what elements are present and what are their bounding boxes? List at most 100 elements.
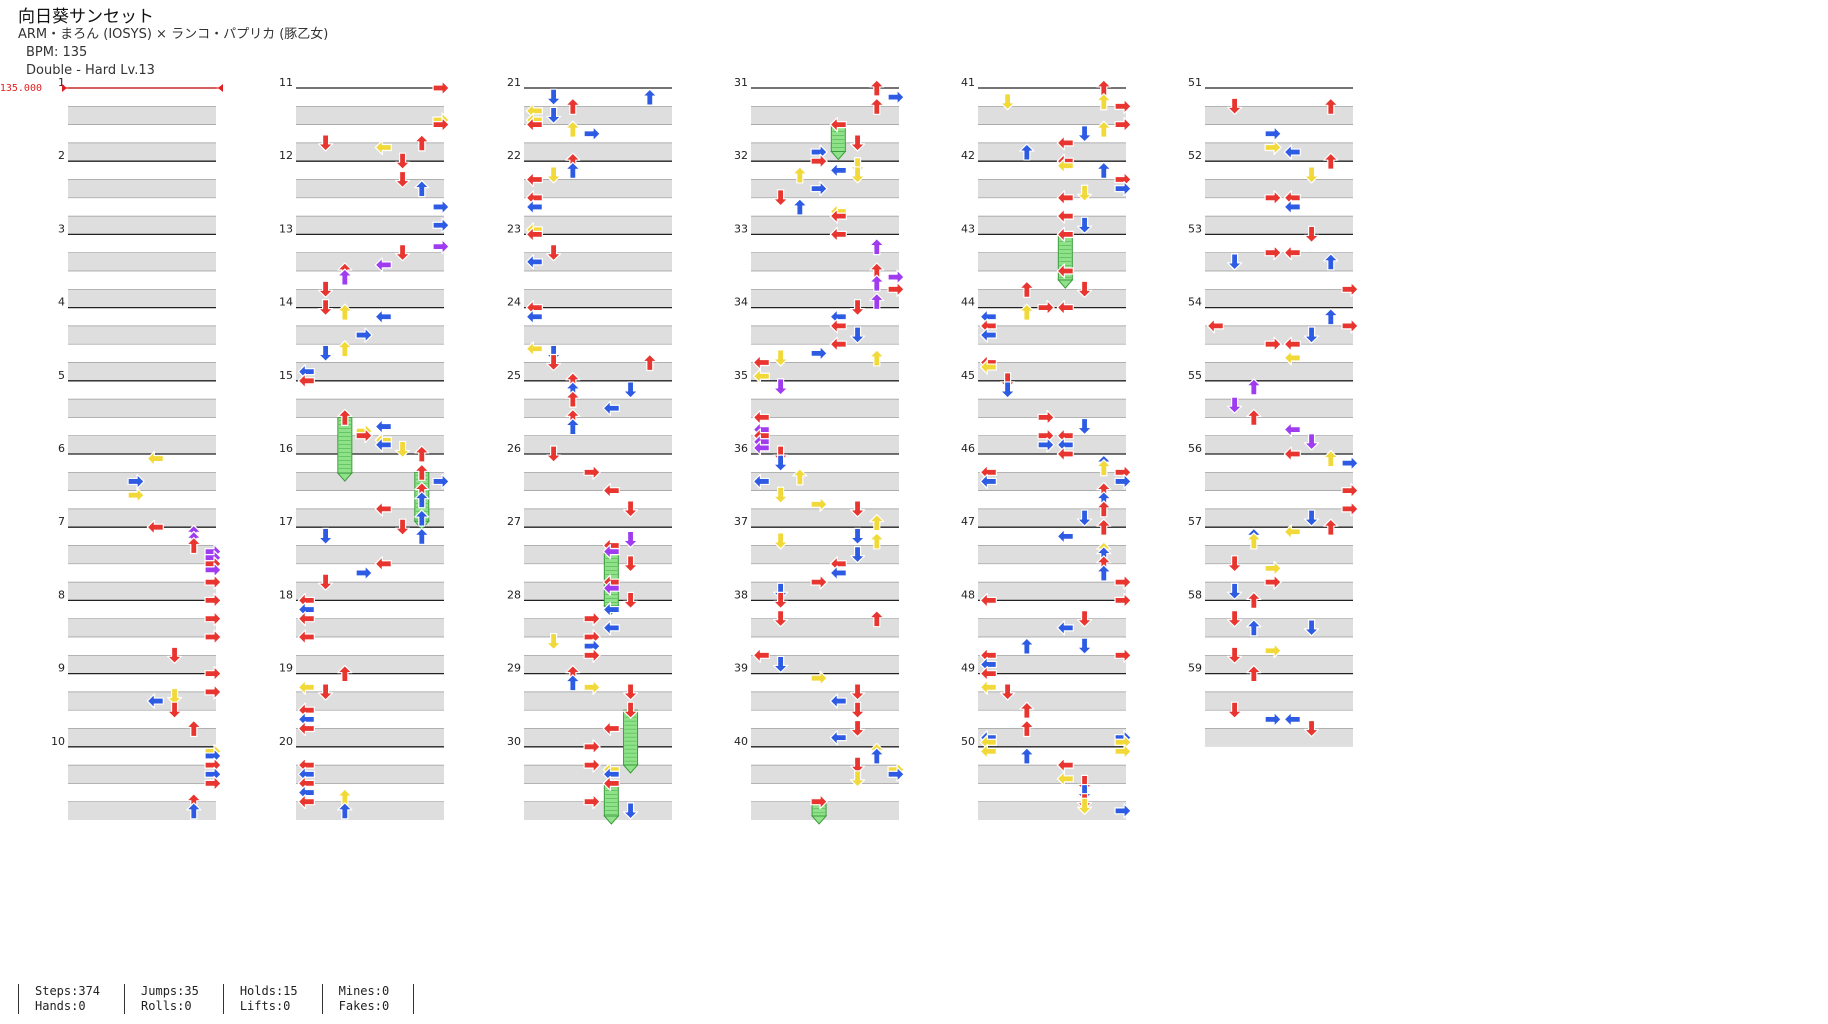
beat-stripe	[68, 325, 216, 345]
arrow-shape	[545, 353, 562, 372]
step-arrow	[810, 153, 828, 169]
step-arrow	[869, 514, 885, 532]
measure-number: 48	[961, 588, 975, 601]
step-arrow	[829, 309, 847, 325]
arrow-shape	[414, 180, 430, 198]
arrow-shape	[1114, 181, 1132, 197]
arrow-shape	[1226, 701, 1243, 719]
step-arrow	[1226, 701, 1243, 719]
step-arrow	[414, 509, 430, 527]
step-arrow	[1323, 518, 1339, 536]
arrow-shape	[297, 784, 315, 801]
arrow-shape	[979, 327, 997, 343]
arrow-shape	[1114, 98, 1132, 114]
step-arrow	[432, 473, 450, 490]
step-arrow	[849, 546, 866, 564]
arrow-shape	[525, 171, 543, 188]
step-arrow	[1264, 126, 1282, 142]
step-arrow	[1246, 408, 1262, 426]
step-arrow	[525, 309, 543, 325]
arrow-shape	[1264, 126, 1282, 142]
step-arrow	[792, 468, 808, 486]
arrow-shape	[146, 693, 164, 709]
step-arrow	[1019, 280, 1035, 298]
arrow-shape	[1056, 528, 1074, 544]
step-arrow	[602, 620, 620, 636]
step-arrow	[297, 679, 315, 695]
arrow-shape	[565, 97, 581, 115]
step-arrow	[979, 327, 997, 343]
arrow-shape	[849, 701, 866, 719]
step-arrow	[869, 292, 885, 311]
arrow-shape	[869, 79, 885, 97]
step-arrow	[887, 269, 905, 285]
step-arrow	[752, 647, 770, 663]
arrow-shape	[622, 701, 639, 719]
arrow-shape	[887, 89, 905, 105]
arrow-shape	[525, 341, 543, 357]
step-arrow	[1303, 433, 1320, 451]
step-arrow	[1283, 524, 1301, 540]
beat-stripe	[296, 618, 444, 637]
step-arrow	[1341, 483, 1359, 499]
step-arrow	[1303, 166, 1320, 184]
arrow-shape	[829, 116, 847, 133]
step-arrow	[829, 162, 847, 178]
arrow-shape	[1264, 336, 1282, 352]
beat-stripe	[68, 508, 216, 528]
step-arrow	[583, 739, 601, 755]
arrow-shape	[810, 345, 828, 361]
beat-stripe	[524, 508, 672, 528]
measure-number: 11	[279, 76, 293, 89]
arrow-shape	[849, 166, 866, 184]
beat-stripe	[978, 399, 1126, 418]
beat-stripe	[751, 618, 899, 637]
arrow-shape	[337, 408, 353, 426]
measure-number: 50	[961, 735, 975, 748]
step-arrow	[432, 80, 450, 96]
arrow-shape	[414, 527, 430, 545]
arrow-shape	[1114, 803, 1132, 819]
measure-number: 13	[279, 222, 293, 235]
arrow-shape	[186, 719, 202, 738]
measure-number: 28	[507, 588, 521, 601]
beat-stripe	[524, 655, 672, 674]
arrow-shape	[849, 770, 866, 788]
beat-stripe	[524, 435, 672, 454]
arrow-shape	[1114, 743, 1132, 759]
arrow-shape	[374, 556, 392, 572]
arrow-shape	[1019, 303, 1035, 321]
measure-number: 36	[734, 442, 748, 455]
arrow-shape	[752, 647, 770, 663]
arrow-shape	[297, 720, 315, 737]
beat-stripe	[296, 691, 444, 711]
arrow-shape	[337, 664, 353, 683]
beat-stripe	[978, 545, 1126, 564]
arrow-shape	[394, 440, 411, 459]
beat-stripe	[524, 399, 672, 418]
arrow-shape	[792, 198, 808, 216]
step-arrow	[869, 610, 885, 628]
step-arrow	[1019, 747, 1035, 765]
arrow-shape	[337, 340, 353, 358]
hold-tail	[336, 472, 353, 482]
step-arrow	[166, 646, 183, 664]
step-arrow	[146, 519, 164, 535]
step-arrow	[1096, 564, 1112, 582]
lifts-count: Lifts:0	[239, 999, 291, 1013]
step-arrow	[622, 555, 639, 573]
step-arrow	[602, 720, 620, 737]
measure-number: 59	[1188, 662, 1202, 675]
arrow-shape	[622, 530, 639, 549]
beat-stripe	[751, 582, 899, 601]
step-arrow	[1096, 500, 1112, 518]
step-arrow	[1341, 455, 1359, 471]
arrow-shape	[887, 766, 905, 782]
step-arrow	[1114, 98, 1132, 114]
arrow-shape	[772, 532, 789, 550]
arrow-shape	[810, 574, 828, 590]
beat-stripe	[978, 325, 1126, 345]
arrow-shape	[432, 473, 450, 490]
measure-number: 12	[279, 149, 293, 162]
arrow-shape	[1096, 459, 1112, 477]
